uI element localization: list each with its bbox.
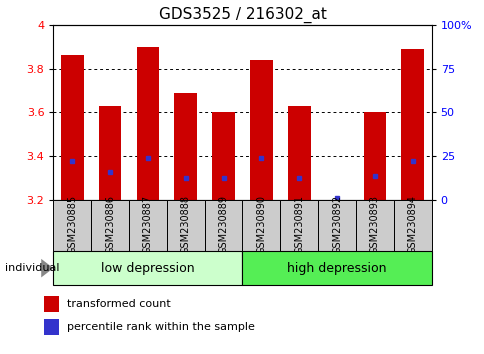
Bar xyxy=(44,319,59,335)
Text: GSM230887: GSM230887 xyxy=(143,195,152,254)
Bar xyxy=(355,200,393,251)
Text: GSM230885: GSM230885 xyxy=(67,195,77,254)
Text: GSM230894: GSM230894 xyxy=(407,195,417,254)
Bar xyxy=(393,200,431,251)
Bar xyxy=(280,200,318,251)
Bar xyxy=(136,47,159,200)
Bar xyxy=(242,200,280,251)
Text: GSM230889: GSM230889 xyxy=(218,195,228,254)
Bar xyxy=(242,251,431,285)
Text: individual: individual xyxy=(5,263,59,273)
Text: GSM230886: GSM230886 xyxy=(105,195,115,254)
Text: GSM230893: GSM230893 xyxy=(369,195,379,254)
Bar xyxy=(318,200,355,251)
Title: GDS3525 / 216302_at: GDS3525 / 216302_at xyxy=(158,7,326,23)
Bar xyxy=(212,113,234,200)
Bar xyxy=(99,106,121,200)
Text: high depression: high depression xyxy=(287,262,386,275)
Text: low depression: low depression xyxy=(101,262,195,275)
Bar xyxy=(53,251,242,285)
Bar xyxy=(287,106,310,200)
Polygon shape xyxy=(41,259,53,278)
Bar xyxy=(174,93,197,200)
Bar xyxy=(401,49,423,200)
Text: GSM230888: GSM230888 xyxy=(181,195,190,254)
Bar xyxy=(166,200,204,251)
Text: GSM230891: GSM230891 xyxy=(294,195,303,254)
Bar xyxy=(129,200,166,251)
Text: GSM230890: GSM230890 xyxy=(256,195,266,254)
Bar xyxy=(44,296,59,312)
Text: percentile rank within the sample: percentile rank within the sample xyxy=(67,322,254,332)
Bar xyxy=(61,56,83,200)
Bar xyxy=(91,200,129,251)
Bar xyxy=(363,113,385,200)
Bar xyxy=(250,60,272,200)
Bar xyxy=(53,200,91,251)
Text: GSM230892: GSM230892 xyxy=(332,195,341,254)
Bar xyxy=(204,200,242,251)
Text: transformed count: transformed count xyxy=(67,299,170,309)
